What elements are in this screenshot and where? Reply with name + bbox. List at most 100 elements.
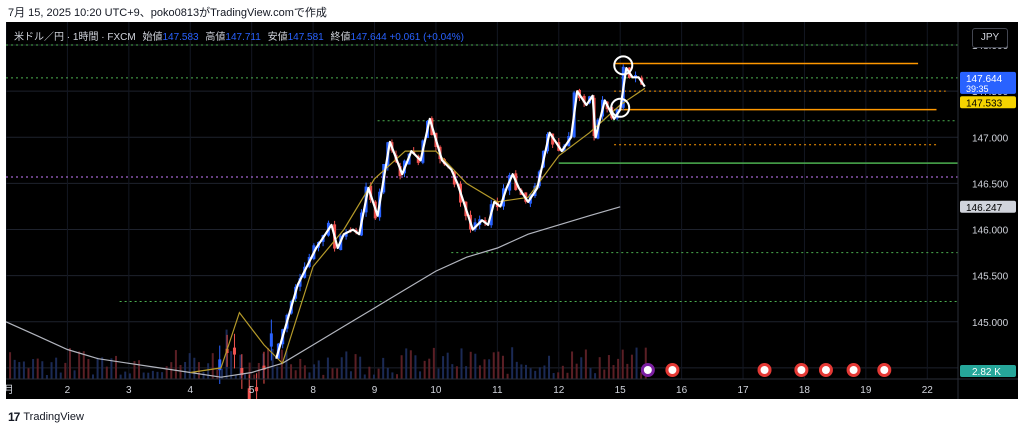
- gridlines: [6, 22, 958, 379]
- volume-bar: [428, 358, 431, 379]
- volume-bar: [234, 374, 237, 379]
- low-value: 147.581: [287, 32, 324, 43]
- price-chart[interactable]: 148.000147.500147.000146.500146.000145.5…: [6, 22, 1018, 399]
- volume-bar: [488, 359, 491, 379]
- volume-bar: [133, 361, 136, 379]
- chart-frame[interactable]: 148.000147.500147.000146.500146.000145.5…: [6, 22, 1018, 399]
- volume-bar: [101, 357, 104, 379]
- event-icon-center: [849, 366, 858, 374]
- volume-bar: [626, 363, 629, 379]
- event-icon-center: [797, 366, 806, 374]
- symbol-legend: 米ドル／円 · 1時間 · FXCM 始値147.583 高値147.711 安…: [14, 28, 464, 43]
- volume-bar: [313, 364, 316, 379]
- volume-bar: [115, 355, 118, 379]
- volume-bar: [363, 374, 366, 379]
- volume-bar: [617, 358, 620, 379]
- volume-bar: [529, 368, 532, 379]
- volume-bar: [524, 364, 527, 379]
- footer: 17 TradingView: [0, 404, 1024, 430]
- volume-bar: [548, 355, 551, 379]
- x-tick-label: 7月: [6, 384, 14, 396]
- symbol-name[interactable]: 米ドル／円 · 1時間 · FXCM: [14, 32, 136, 43]
- highlight-circle: [610, 97, 631, 118]
- volume-bar: [414, 355, 417, 379]
- ma-short-tag-bg: [960, 96, 1016, 109]
- brand-name: TradingView: [23, 411, 84, 423]
- volume-bar: [124, 371, 127, 379]
- open-label: 始値: [142, 32, 163, 43]
- volume-tag: 2.82 K: [972, 367, 1001, 378]
- volume-bar: [13, 359, 16, 379]
- volume-bar: [50, 362, 53, 379]
- volume-bar: [308, 372, 311, 379]
- volume-bar: [78, 351, 81, 379]
- volume-bar: [534, 370, 537, 379]
- horizontal-levels: [6, 44, 958, 303]
- chart-caption: 7月 15, 2025 10:20 UTC+9、poko0813がTrading…: [0, 0, 1024, 22]
- y-tick-label: 147.000: [972, 133, 1009, 144]
- volume-bar: [612, 365, 615, 379]
- tradingview-logo-icon: 17: [8, 410, 20, 424]
- candle-body: [483, 220, 487, 223]
- volume-bar: [515, 361, 518, 379]
- event-icon-center: [643, 366, 652, 374]
- volume-bar: [469, 351, 472, 379]
- volume-bar: [451, 364, 454, 379]
- currency-button[interactable]: JPY: [972, 28, 1008, 48]
- volume-bar: [220, 368, 223, 379]
- volume-bar: [607, 355, 610, 379]
- volume-bar: [9, 352, 12, 379]
- y-tick-label: 146.500: [972, 179, 1009, 190]
- ma-short-line: [190, 87, 646, 374]
- volume-bar: [483, 359, 486, 379]
- volume-bar: [437, 368, 440, 379]
- volume-bar: [276, 366, 279, 379]
- volume-bar: [290, 364, 293, 379]
- y-tick-label: 145.000: [972, 318, 1009, 329]
- volume-bar: [174, 350, 177, 379]
- volume-bar: [151, 370, 154, 379]
- volume-bar: [170, 362, 173, 379]
- volume-bar: [207, 363, 210, 379]
- volume-bar: [230, 351, 233, 379]
- volume-bar: [474, 353, 477, 379]
- volume-bar: [322, 374, 325, 379]
- x-tick-label: 15: [615, 385, 627, 396]
- volume-bar: [575, 363, 578, 379]
- volume-bar: [45, 374, 48, 379]
- change-value: +0.061 (+0.04%): [389, 32, 464, 43]
- tradingview-logo[interactable]: 17 TradingView: [8, 410, 84, 424]
- high-value: 147.711: [225, 32, 261, 43]
- volume-bar: [110, 358, 113, 379]
- volume-bar: [589, 368, 592, 379]
- volume-bar: [216, 369, 219, 379]
- volume-bar: [455, 366, 458, 379]
- volume-bar: [511, 347, 514, 379]
- volume-bar: [202, 372, 205, 379]
- volume-bar: [64, 362, 67, 379]
- caption-text: 7月 15, 2025 10:20 UTC+9、poko0813がTrading…: [8, 7, 327, 19]
- volume-bar: [372, 374, 375, 379]
- open-value: 147.583: [162, 32, 199, 43]
- low-label: 安値: [267, 32, 288, 43]
- zigzag-line: [275, 67, 646, 360]
- volume-bar: [105, 366, 108, 379]
- volume-bar: [557, 372, 560, 379]
- volume-bar: [184, 361, 187, 379]
- volume-bar: [326, 357, 329, 379]
- volume-bar: [294, 370, 297, 379]
- candle-body: [247, 388, 251, 399]
- volume-bar: [119, 374, 122, 379]
- x-tick-label: 5: [249, 385, 255, 396]
- last-price-tag: 147.644: [966, 74, 1003, 85]
- x-tick-label: 8: [310, 385, 316, 396]
- volume-bar: [68, 348, 71, 379]
- x-tick-label: 3: [126, 385, 132, 396]
- event-icon-center: [880, 366, 889, 374]
- event-icon-center: [668, 366, 677, 374]
- volume-bar: [630, 354, 633, 379]
- candle-body: [232, 347, 236, 355]
- volume-bar: [377, 368, 380, 379]
- x-tick-label: 19: [860, 385, 872, 396]
